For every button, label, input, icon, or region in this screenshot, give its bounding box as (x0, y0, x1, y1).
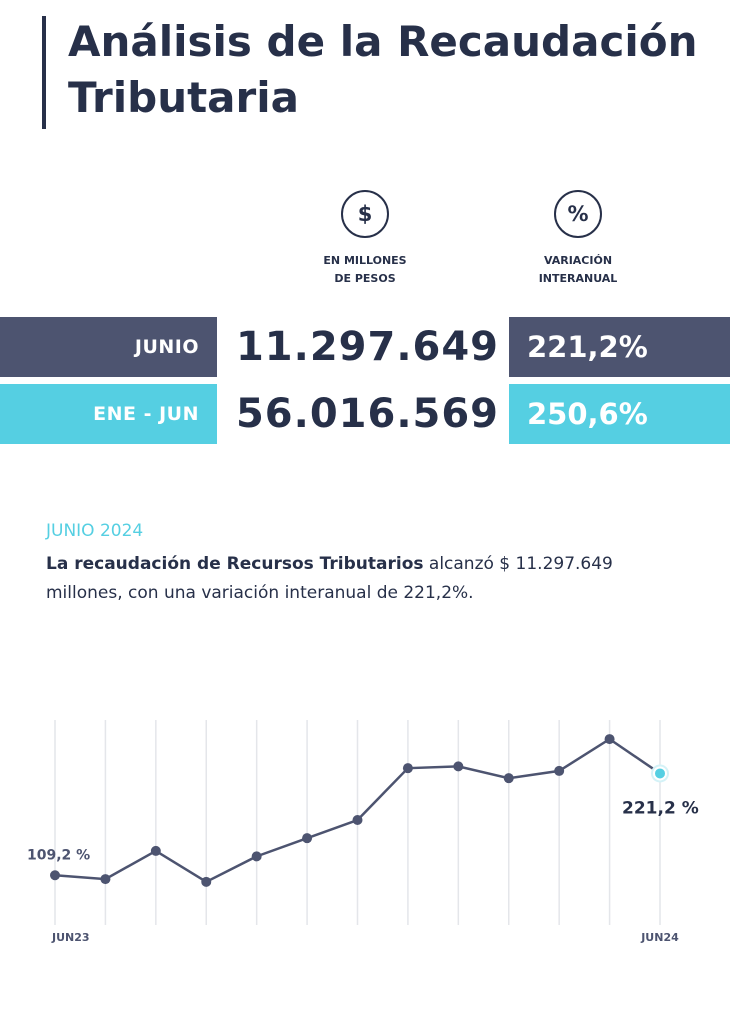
summary-bold: La recaudación de Recursos Tributarios (46, 554, 424, 574)
row-amount: 56.016.569 (235, 391, 500, 437)
data-label: 109,2 % (27, 847, 90, 863)
row-variation: 221,2% (509, 317, 730, 377)
summary-rest: alcanzó $ 11.297.649 millones, con una v… (46, 554, 613, 603)
data-point (302, 833, 313, 844)
data-point (604, 734, 615, 745)
row-junio: JUNIO 11.297.649 221,2% (0, 317, 730, 377)
row-ene-jun: ENE - JUN 56.016.569 250,6% (0, 384, 730, 444)
data-point (50, 870, 60, 881)
variation-column-header: % VARIACIÓN INTERANUAL (503, 190, 653, 288)
data-point (201, 876, 212, 887)
data-point (453, 761, 464, 772)
x-tick-label: JUN23 (51, 931, 90, 944)
summary-text: La recaudación de Recursos Tributarios a… (46, 550, 666, 608)
data-point (352, 815, 363, 825)
data-point (554, 765, 565, 776)
data-point (503, 773, 514, 784)
row-variation: 250,6% (509, 384, 730, 444)
row-label: JUNIO (0, 317, 217, 377)
data-point (100, 874, 111, 885)
title-accent-bar (42, 16, 46, 129)
row-label: ENE - JUN (0, 384, 217, 444)
period-label: JUNIO 2024 (46, 521, 144, 541)
x-tick-label: JUN24 (640, 931, 679, 944)
data-point (402, 763, 413, 774)
dollar-icon: $ (341, 190, 389, 238)
highlight-point (653, 766, 667, 781)
page-title: Análisis de la Recaudación Tributaria (68, 17, 698, 122)
data-point (150, 845, 161, 856)
amount-column-header: $ EN MILLONES DE PESOS (290, 190, 440, 288)
data-point (251, 851, 262, 862)
row-amount: 11.297.649 (235, 324, 500, 370)
percent-icon: % (554, 190, 602, 238)
trend-chart: 109,2 % 221,2 % JUN23 JUN24 (27, 720, 699, 944)
data-label: 221,2 % (622, 798, 699, 818)
amount-caption: EN MILLONES DE PESOS (323, 254, 407, 285)
variation-caption: VARIACIÓN INTERANUAL (538, 254, 618, 285)
